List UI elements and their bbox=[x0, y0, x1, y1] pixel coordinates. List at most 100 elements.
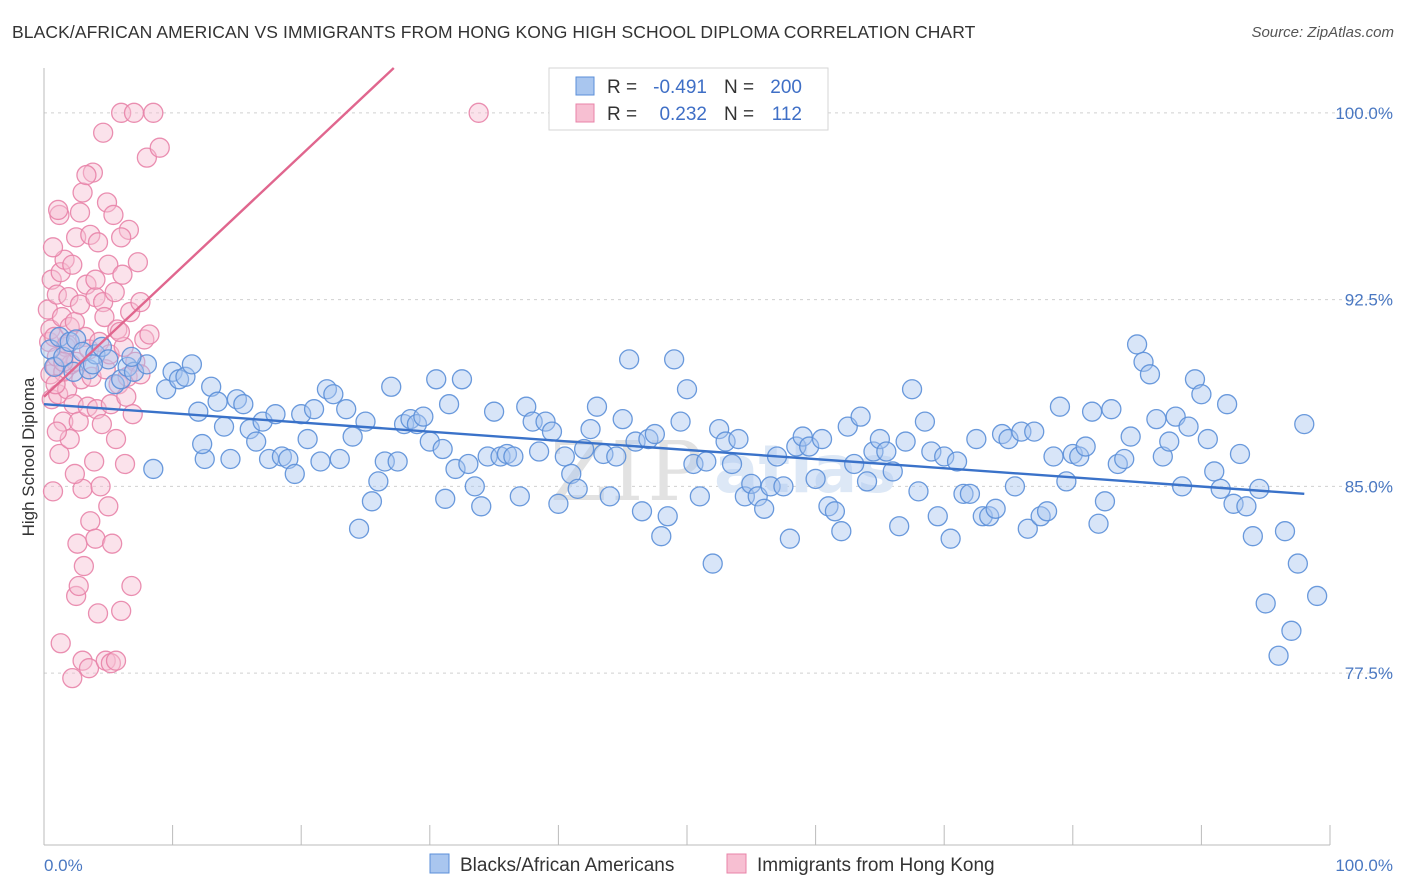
black-african-american-point-186 bbox=[1236, 496, 1257, 517]
black-african-american-point-183 bbox=[1216, 394, 1238, 415]
black-african-american-point-188 bbox=[1249, 478, 1270, 500]
black-african-american-point-28 bbox=[220, 448, 241, 470]
black-african-american-point-150 bbox=[1004, 476, 1026, 497]
black-african-american-point-60 bbox=[426, 369, 447, 390]
tick-labels: 100.0% 92.5% 85.0% 77.5% 0.0% 100.0% bbox=[44, 104, 1393, 875]
black-african-american-point-17 bbox=[143, 458, 164, 480]
black-african-american-point-160 bbox=[1069, 446, 1090, 467]
hong-kong-point-79 bbox=[123, 102, 145, 123]
black-african-american-point-129 bbox=[869, 428, 891, 450]
trend-lines bbox=[43, 67, 1305, 496]
black-african-american-point-167 bbox=[1114, 448, 1135, 470]
black-african-american-point-169 bbox=[1126, 334, 1148, 355]
black-african-american-point-24 bbox=[194, 448, 215, 470]
black-african-american-point-189 bbox=[1255, 593, 1276, 614]
black-african-american-point-174 bbox=[1159, 431, 1180, 452]
black-african-american-point-72 bbox=[503, 446, 524, 467]
black-african-american-point-136 bbox=[914, 411, 936, 432]
black-african-american-point-6 bbox=[66, 329, 87, 350]
black-african-american-point-21 bbox=[175, 366, 196, 387]
black-african-american-point-133 bbox=[895, 431, 916, 452]
hong-kong-point-106 bbox=[69, 202, 91, 223]
black-african-american-point-163 bbox=[1088, 513, 1109, 534]
hong-kong-point-21 bbox=[58, 286, 79, 308]
black-african-american-point-97 bbox=[663, 349, 685, 370]
black-african-american-point-106 bbox=[721, 453, 743, 475]
black-african-american-point-192 bbox=[1281, 620, 1302, 641]
black-african-american-point-195 bbox=[1306, 585, 1328, 607]
black-african-american-point-82 bbox=[567, 478, 588, 500]
legend-r-label-pink: R = bbox=[607, 104, 637, 125]
black-african-american-point-191 bbox=[1274, 521, 1296, 542]
black-african-american-point-158 bbox=[1056, 471, 1077, 492]
hong-kong-point-53 bbox=[93, 122, 114, 143]
black-african-american-point-127 bbox=[856, 471, 878, 492]
correlation-legend: R = -0.491 N = 200 R = 0.232 N = 112 bbox=[548, 67, 829, 131]
black-african-american-point-197 bbox=[121, 346, 142, 368]
legend-swatch-pink bbox=[575, 103, 595, 123]
black-african-american-point-81 bbox=[561, 463, 582, 485]
black-african-american-point-139 bbox=[934, 446, 955, 467]
hong-kong-point-51 bbox=[90, 476, 111, 497]
legend-box-frame bbox=[548, 67, 829, 131]
hong-kong-point-77 bbox=[121, 575, 142, 597]
black-african-american-point-67 bbox=[471, 496, 492, 517]
black-african-american-point-66 bbox=[464, 476, 485, 497]
hong-kong-point-108 bbox=[109, 321, 131, 343]
hong-kong-point-78 bbox=[122, 404, 143, 425]
hong-kong-point-85 bbox=[139, 324, 160, 345]
black-african-american-point-101 bbox=[689, 486, 711, 507]
black-african-american-point-131 bbox=[882, 461, 903, 482]
black-african-american-point-22 bbox=[181, 354, 203, 375]
black-african-american-point-114 bbox=[773, 476, 794, 497]
y-tick-label-3: 77.5% bbox=[1345, 664, 1393, 683]
black-african-american-point-79 bbox=[548, 493, 569, 514]
black-african-american-point-38 bbox=[284, 463, 305, 485]
black-african-american-point-47 bbox=[342, 426, 363, 447]
black-african-american-point-104 bbox=[709, 418, 730, 440]
hong-kong-point-36 bbox=[73, 555, 95, 577]
black-african-american-point-105 bbox=[715, 431, 736, 452]
hong-kong-point-34 bbox=[72, 182, 93, 203]
hong-kong-point-7 bbox=[44, 326, 65, 348]
hong-kong-point-90 bbox=[62, 667, 83, 689]
axis-layer bbox=[43, 68, 1331, 846]
black-african-american-point-48 bbox=[348, 518, 370, 539]
hong-kong-point-98 bbox=[105, 650, 127, 671]
black-african-american-point-94 bbox=[644, 423, 665, 445]
hong-kong-point-81 bbox=[127, 252, 149, 273]
hong-kong-point-58 bbox=[98, 254, 119, 275]
black-african-american-point-130 bbox=[876, 441, 897, 462]
hong-kong-point-94 bbox=[78, 658, 100, 679]
hong-kong-point-69 bbox=[111, 600, 132, 622]
hong-kong-points bbox=[37, 102, 489, 689]
black-african-american-point-142 bbox=[953, 483, 974, 505]
legend-r-label-blue: R = bbox=[607, 77, 637, 98]
x-tick-label-0: 0.0% bbox=[44, 856, 83, 875]
black-african-american-point-157 bbox=[1049, 396, 1071, 417]
black-african-american-point-137 bbox=[921, 441, 942, 462]
black-african-american-point-145 bbox=[972, 506, 993, 527]
black-african-american-point-152 bbox=[1017, 518, 1038, 539]
black-african-american-point-168 bbox=[1120, 426, 1141, 447]
black-african-american-point-122 bbox=[824, 501, 846, 522]
black-african-american-point-37 bbox=[278, 448, 299, 470]
black-african-american-point-41 bbox=[303, 399, 325, 420]
black-african-american-point-126 bbox=[850, 406, 871, 427]
black-african-american-point-103 bbox=[702, 553, 723, 574]
x-tick-label-1: 100.0% bbox=[1335, 856, 1393, 875]
black-african-american-point-144 bbox=[966, 428, 987, 450]
black-african-american-point-179 bbox=[1191, 384, 1212, 405]
black-african-american-point-62 bbox=[438, 394, 460, 415]
black-african-american-point-171 bbox=[1139, 364, 1161, 385]
legend-swatch-blue bbox=[575, 76, 595, 96]
black-african-american-point-194 bbox=[1294, 413, 1315, 435]
y-axis-title: High School Diploma bbox=[19, 377, 38, 536]
hong-kong-point-92 bbox=[68, 575, 89, 597]
black-african-american-point-50 bbox=[361, 491, 383, 512]
black-african-american-point-92 bbox=[631, 501, 653, 522]
hong-kong-point-14 bbox=[50, 262, 71, 283]
black-african-american-point-95 bbox=[651, 526, 672, 547]
black-african-american-point-187 bbox=[1242, 526, 1263, 547]
black-african-american-point-196 bbox=[82, 354, 104, 375]
